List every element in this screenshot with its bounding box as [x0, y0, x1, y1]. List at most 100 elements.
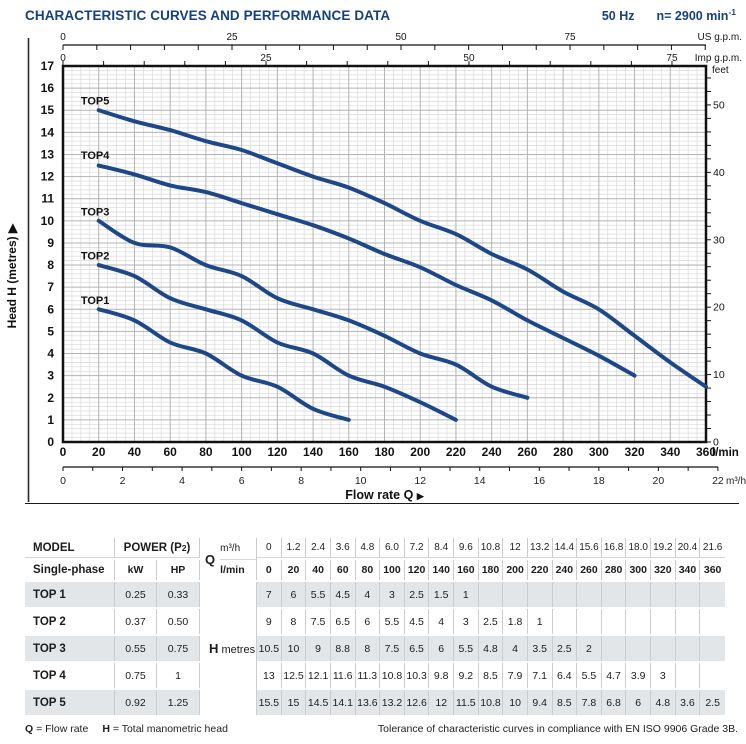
head-value	[700, 636, 725, 661]
head-value: 4	[355, 582, 381, 607]
flow-header-lmin: 100	[380, 560, 405, 580]
svg-text:11: 11	[41, 192, 54, 206]
head-value	[478, 582, 504, 607]
head-value	[577, 609, 602, 634]
head-value: 10.3	[405, 663, 430, 688]
head-value: 10	[281, 636, 307, 661]
head-value: 9.2	[454, 663, 479, 688]
head-value: 3	[651, 663, 676, 688]
svg-text:25: 25	[260, 53, 272, 64]
svg-text:3: 3	[47, 369, 54, 383]
svg-text:10: 10	[713, 369, 725, 381]
flow-header-lmin: 60	[331, 560, 356, 580]
head-value: 8.8	[330, 636, 356, 661]
flow-header-m3h: 0	[257, 538, 282, 558]
flow-header-m3h: 3.6	[330, 538, 356, 558]
h-metres-label: H metres	[200, 582, 258, 715]
curve-label-top3: TOP3	[81, 206, 110, 218]
head-value: 7	[257, 582, 282, 607]
head-value: 5.5	[577, 663, 602, 688]
flow-header-lmin: 240	[553, 560, 578, 580]
head-value: 13.2	[380, 690, 405, 715]
model-name: TOP 2	[25, 609, 116, 634]
head-value: 12.5	[282, 663, 307, 688]
flow-header-lmin: 200	[503, 560, 528, 580]
head-value: 1.5	[429, 582, 455, 607]
head-value	[675, 636, 701, 661]
head-value: 1.8	[503, 609, 528, 634]
svg-text:50: 50	[713, 99, 725, 111]
plot-frame	[61, 64, 708, 444]
svg-text:9: 9	[47, 236, 54, 250]
svg-text:0: 0	[60, 475, 66, 487]
svg-text:8: 8	[47, 258, 54, 272]
col-header-model: MODEL	[25, 538, 116, 558]
flow-header-m3h: 15.6	[577, 538, 602, 558]
head-value: 13	[257, 663, 282, 688]
head-value: 10.8	[380, 663, 405, 688]
power-hp-value: 0.33	[157, 582, 201, 607]
section-divider	[25, 503, 739, 504]
head-value: 2.5	[479, 609, 504, 634]
page-footer: Q = Flow rate H = Total manometric head T…	[25, 723, 738, 735]
head-value	[651, 582, 676, 607]
svg-text:0: 0	[713, 437, 719, 449]
head-value: 3.6	[675, 690, 701, 715]
power-kw-value: 0.37	[115, 609, 158, 634]
head-value: 1	[528, 609, 553, 634]
flow-header-m3h: 2.4	[306, 538, 331, 558]
power-hp-value: 1	[157, 663, 201, 688]
head-value: 10.8	[478, 690, 504, 715]
head-value: 7.5	[380, 636, 405, 661]
curve-top5	[96, 108, 708, 389]
head-value: 4.5	[405, 609, 430, 634]
footer-h-symbol: H	[102, 723, 110, 735]
flow-header-m3h: 16.8	[601, 538, 627, 558]
q-unit-m3h: m³/h	[220, 539, 257, 560]
head-value: 6	[356, 609, 381, 634]
svg-text:Imp g.p.m.: Imp g.p.m.	[695, 53, 742, 64]
svg-text:20: 20	[713, 302, 725, 314]
flow-header-lmin: 0	[257, 560, 282, 580]
head-value: 11.5	[454, 690, 479, 715]
svg-text:180: 180	[374, 445, 394, 459]
power-hp-value: 0.75	[157, 636, 201, 661]
head-value	[651, 636, 676, 661]
svg-text:280: 280	[553, 445, 573, 459]
svg-text:40: 40	[713, 167, 725, 179]
curve-label-top2: TOP2	[81, 251, 110, 263]
flow-header-lmin: 220	[528, 560, 553, 580]
head-value: 3.9	[626, 663, 652, 688]
head-value	[601, 582, 627, 607]
svg-text:60: 60	[163, 445, 177, 459]
head-value: 11.3	[356, 663, 381, 688]
flow-header-m3h: 19.2	[651, 538, 676, 558]
curve-top4	[96, 163, 637, 378]
flow-header-m3h: 1.2	[281, 538, 307, 558]
q-unit-lmin: l/min	[220, 563, 245, 576]
head-value	[527, 582, 553, 607]
head-value: 13.6	[355, 690, 381, 715]
head-value	[700, 582, 725, 607]
svg-text:20: 20	[92, 445, 106, 459]
top-axis-us-gpm: 0 25 50 75 US g.p.m.	[60, 32, 742, 50]
power-kw-value: 0.92	[115, 690, 158, 715]
head-value: 2.5	[700, 690, 725, 715]
table-row-top4: TOP 4 0.75 1 13 12.5 12.1 11.6 11.3 10.8 10.3 9.8 9…	[25, 663, 725, 688]
head-value: 6	[429, 636, 455, 661]
head-value: 5.5	[380, 609, 405, 634]
flow-header-lmin: 320	[651, 560, 676, 580]
head-value: 10.5	[257, 636, 282, 661]
svg-text:30: 30	[713, 234, 725, 246]
head-value: 7.8	[577, 690, 602, 715]
flow-header-lmin: 300	[626, 560, 652, 580]
svg-text:80: 80	[199, 445, 213, 459]
head-value	[601, 636, 627, 661]
flow-header-lmin: 160	[454, 560, 479, 580]
svg-text:260: 260	[517, 445, 537, 459]
svg-text:10: 10	[41, 214, 55, 228]
svg-text:7: 7	[47, 280, 54, 294]
